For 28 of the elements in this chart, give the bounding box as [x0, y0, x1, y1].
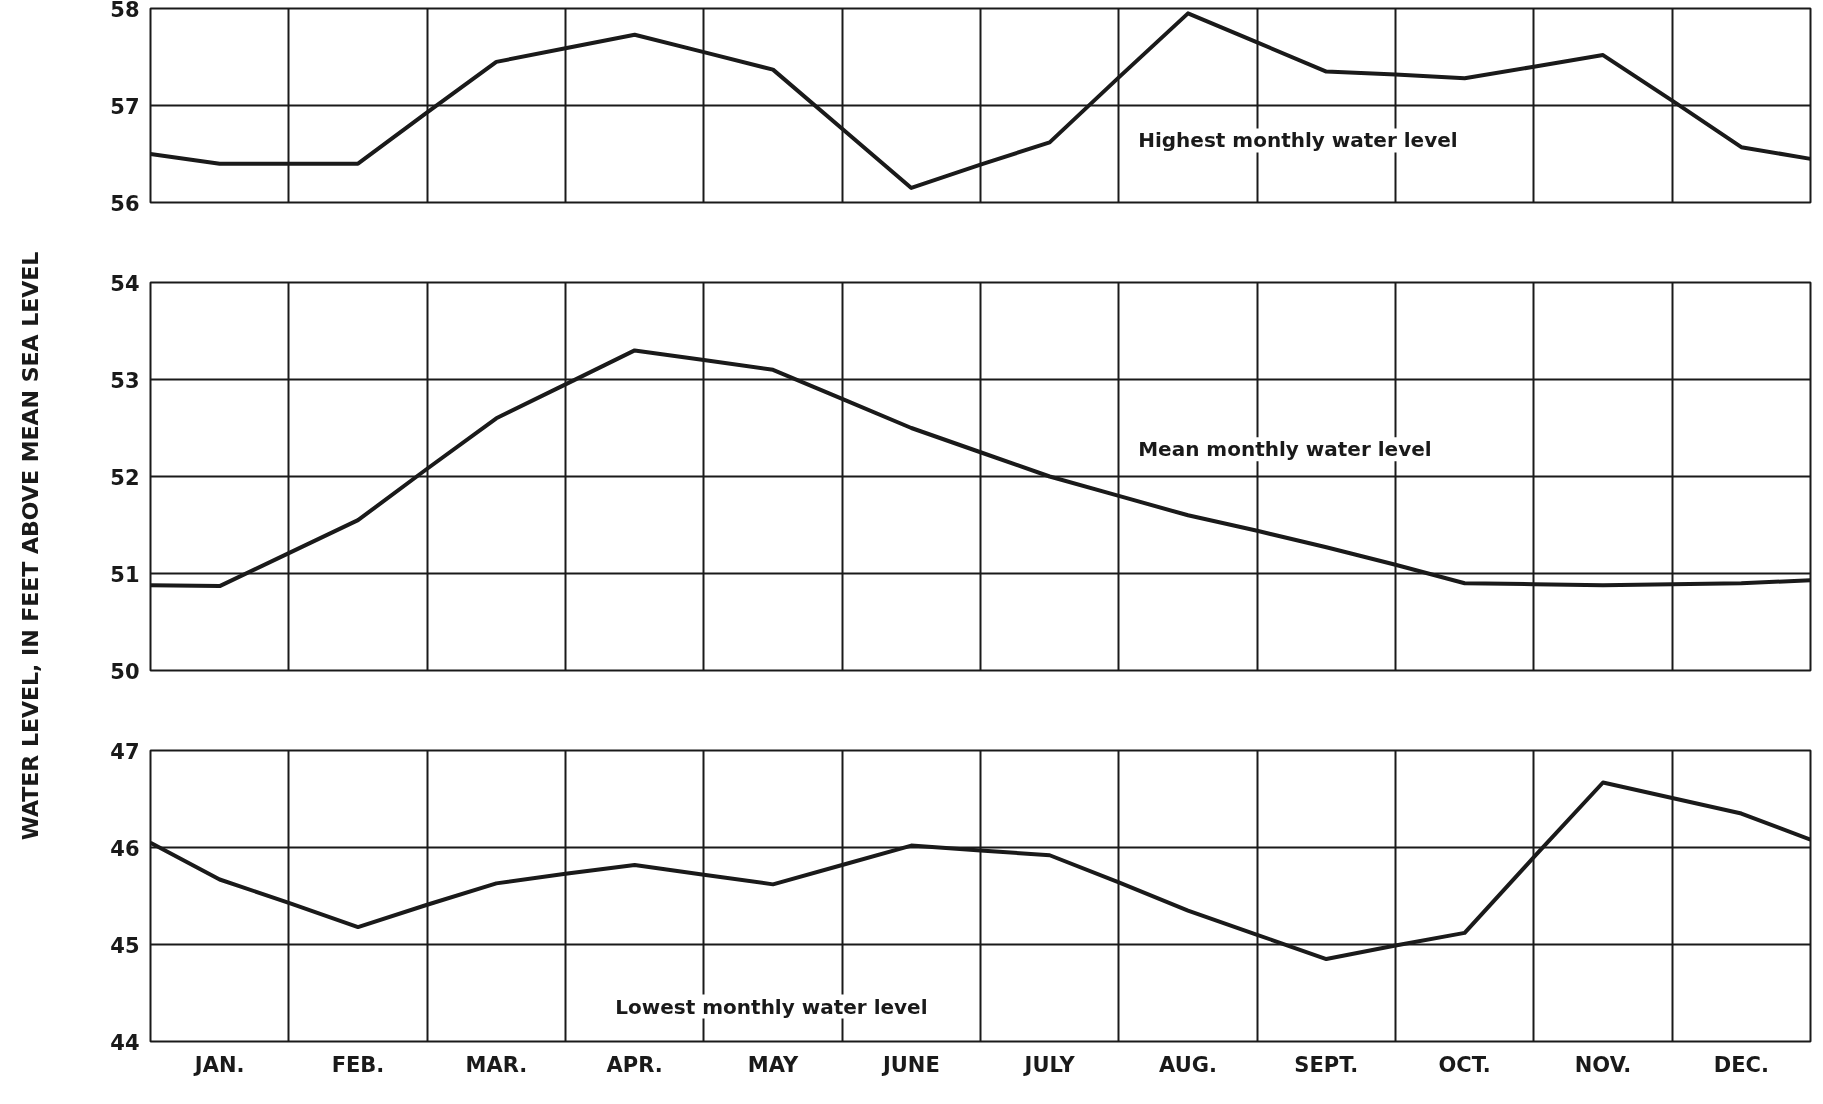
y-tick-label: 54 — [110, 271, 140, 296]
x-tick-label: NOV. — [1574, 1052, 1632, 1077]
annotation: Highest monthly water level — [1138, 128, 1458, 153]
x-tick-label: DEC. — [1713, 1052, 1769, 1077]
x-tick-label: JULY — [1022, 1052, 1076, 1077]
annotation: Lowest monthly water level — [615, 994, 928, 1019]
y-tick-label: 57 — [110, 94, 140, 119]
y-tick-label: 46 — [110, 836, 140, 861]
x-tick-label: FEB. — [331, 1052, 385, 1077]
y-tick-label: 58 — [110, 0, 140, 22]
y-tick-label: 52 — [110, 465, 140, 490]
x-tick-label: JAN. — [192, 1052, 245, 1077]
y-tick-label: 47 — [110, 739, 140, 764]
x-tick-label: AUG. — [1159, 1052, 1217, 1077]
y-axis-title: WATER LEVEL, IN FEET ABOVE MEAN SEA LEVEL — [18, 251, 43, 841]
x-tick-label: MAY — [747, 1052, 799, 1077]
x-tick-label: SEPT. — [1294, 1052, 1359, 1077]
y-tick-label: 53 — [110, 368, 140, 393]
x-tick-label: APR. — [606, 1052, 663, 1077]
y-tick-label: 50 — [110, 659, 140, 684]
y-tick-label: 44 — [110, 1030, 140, 1055]
y-tick-label: 45 — [110, 933, 140, 958]
x-tick-label: MAR. — [465, 1052, 528, 1077]
y-tick-label: 51 — [110, 562, 140, 587]
annotation: Mean monthly water level — [1138, 437, 1432, 462]
x-tick-label: OCT. — [1438, 1052, 1491, 1077]
y-tick-label: 56 — [110, 191, 140, 216]
x-tick-label: JUNE — [880, 1052, 940, 1077]
